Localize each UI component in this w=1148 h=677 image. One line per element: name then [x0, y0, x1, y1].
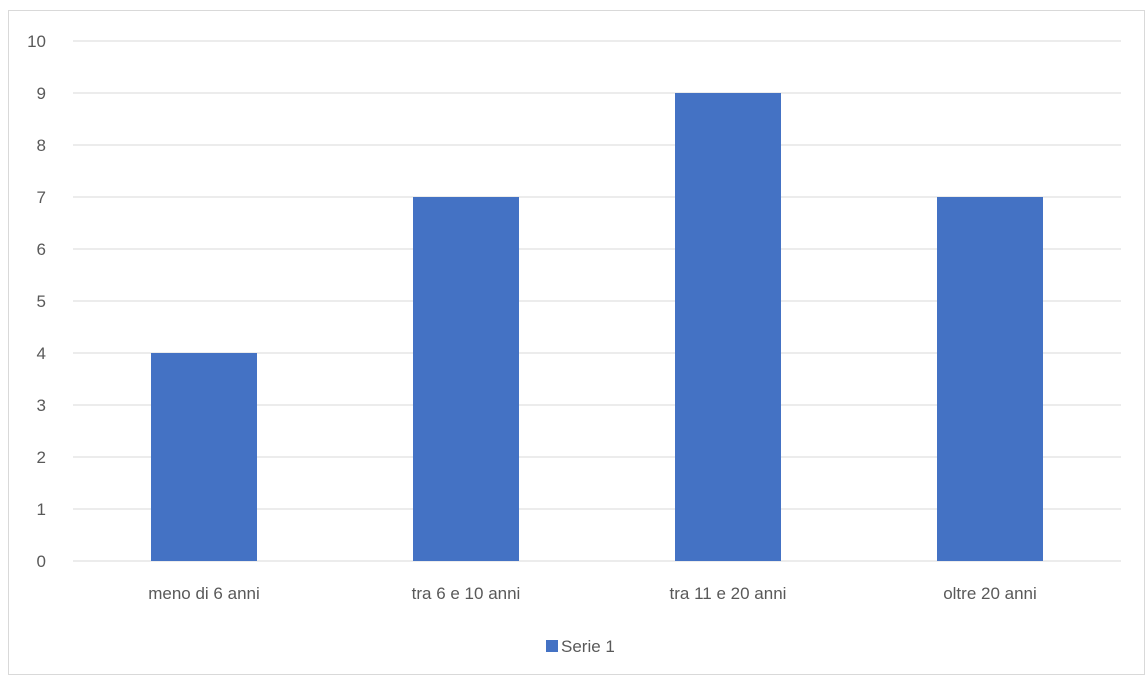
y-axis-tick-labels: 0 1 2 3 4 5 6 7 8 9 10	[27, 32, 46, 571]
y-tick-label: 2	[37, 448, 46, 467]
x-tick-label: tra 6 e 10 anni	[412, 584, 521, 603]
y-tick-label: 7	[37, 188, 46, 207]
bar-3	[675, 93, 781, 561]
y-tick-label: 9	[37, 84, 46, 103]
bars	[151, 93, 1043, 561]
y-tick-label: 5	[37, 292, 46, 311]
x-axis-tick-labels: meno di 6 anni tra 6 e 10 anni tra 11 e 20…	[148, 584, 1037, 603]
y-tick-label: 8	[37, 136, 46, 155]
y-tick-label: 10	[27, 32, 46, 51]
legend-label-serie-1: Serie 1	[561, 637, 615, 656]
legend-swatch-serie-1	[546, 640, 558, 652]
x-tick-label: oltre 20 anni	[943, 584, 1037, 603]
y-tick-label: 0	[37, 552, 46, 571]
x-tick-label: meno di 6 anni	[148, 584, 260, 603]
bar-1	[151, 353, 257, 561]
bar-2	[413, 197, 519, 561]
y-tick-label: 4	[37, 344, 46, 363]
y-tick-label: 3	[37, 396, 46, 415]
legend: Serie 1	[546, 637, 615, 656]
x-tick-label: tra 11 e 20 anni	[670, 584, 787, 603]
y-tick-label: 1	[37, 500, 46, 519]
bar-4	[937, 197, 1043, 561]
y-tick-label: 6	[37, 240, 46, 259]
